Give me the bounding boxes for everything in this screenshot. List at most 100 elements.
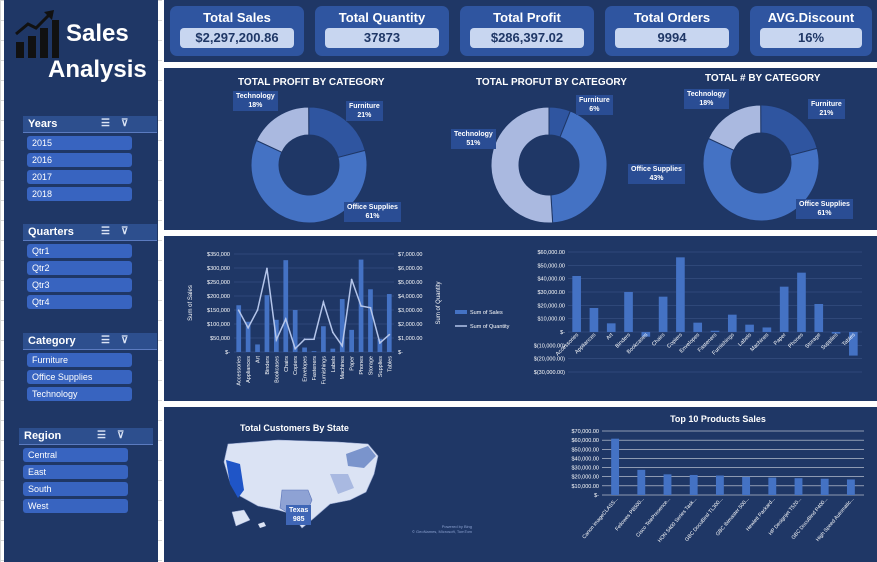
- x-tick-label: Art: [605, 332, 615, 342]
- clear-filter-icon[interactable]: ⊽: [121, 335, 129, 346]
- product-bar[interactable]: [663, 474, 672, 495]
- y-tick-label: $-: [225, 350, 230, 356]
- profit-bar[interactable]: [606, 323, 616, 332]
- slicer-item-2015[interactable]: 2015: [27, 136, 132, 150]
- slicer-item-furniture[interactable]: Furniture: [27, 353, 132, 367]
- profit-bar[interactable]: [762, 327, 772, 332]
- y-tick-label: $60,000.00: [571, 438, 599, 444]
- sales-bar[interactable]: [283, 260, 289, 352]
- sales-bar[interactable]: [386, 294, 392, 352]
- profit-bar[interactable]: [624, 292, 633, 332]
- quantity-line[interactable]: [238, 268, 390, 351]
- slicer-item-central[interactable]: Central: [23, 448, 128, 462]
- sales-bar[interactable]: [339, 299, 345, 352]
- product-bar[interactable]: [715, 475, 724, 495]
- slicer-item-qtr4[interactable]: Qtr4: [27, 295, 132, 309]
- y-tick-label: $20,000.00: [537, 303, 565, 309]
- us-states-map[interactable]: [218, 434, 394, 538]
- label-name: Technology: [454, 131, 493, 138]
- slicer-item-office-supplies[interactable]: Office Supplies: [27, 370, 132, 384]
- slicer-item-west[interactable]: West: [23, 499, 128, 513]
- quantity-point: [256, 309, 259, 311]
- profit-bar[interactable]: [710, 330, 720, 332]
- product-bar[interactable]: [611, 438, 620, 495]
- profit-bar[interactable]: [641, 332, 651, 337]
- profit-bar[interactable]: [658, 296, 668, 332]
- sales-bar[interactable]: [255, 344, 260, 352]
- label-name: Furniture: [349, 103, 380, 110]
- y-tick-label: $(10,000.00): [534, 343, 565, 349]
- slicer-item-technology[interactable]: Technology: [27, 387, 132, 401]
- x-tick-label: Binders: [265, 356, 271, 375]
- slicer-item-2017[interactable]: 2017: [27, 170, 132, 184]
- clear-filter-icon[interactable]: ⊽: [117, 430, 125, 441]
- northeast-shape: [346, 446, 376, 468]
- kpi-card-total-profit: Total Profit $286,397.02: [460, 6, 594, 56]
- kpi-card-total-sales: Total Sales $2,297,200.86: [170, 6, 304, 56]
- slicer-item-qtr1[interactable]: Qtr1: [27, 244, 132, 258]
- profit-bar[interactable]: [797, 272, 806, 332]
- sales-bar[interactable]: [349, 329, 354, 352]
- multi-select-icon[interactable]: ☰: [97, 430, 106, 441]
- clear-filter-icon[interactable]: ⊽: [121, 118, 129, 129]
- kpi-label: Total Quantity: [338, 10, 426, 25]
- product-bar[interactable]: [637, 469, 646, 495]
- sales-bar[interactable]: [311, 351, 317, 352]
- sales-bar[interactable]: [292, 310, 298, 352]
- sales-bar[interactable]: [377, 338, 383, 352]
- slicer-item-qtr2[interactable]: Qtr2: [27, 261, 132, 275]
- product-bar[interactable]: [689, 474, 698, 495]
- y2-tick-label: $5,000.00: [398, 280, 422, 286]
- slicer-item-east[interactable]: East: [23, 465, 128, 479]
- profit-bar[interactable]: [814, 304, 824, 332]
- multi-select-icon[interactable]: ☰: [101, 118, 110, 129]
- sales-bar[interactable]: [302, 347, 307, 352]
- multi-select-icon[interactable]: ☰: [101, 335, 110, 346]
- donut3-label-office-supplies: Office Supplies 61%: [796, 199, 853, 219]
- profit-bar[interactable]: [745, 324, 754, 332]
- profit-bar[interactable]: [849, 332, 858, 356]
- donut-slice-technology[interactable]: [490, 106, 554, 224]
- sales-bar[interactable]: [264, 295, 270, 352]
- profit-bar[interactable]: [676, 257, 685, 332]
- title-line-1: Sales: [66, 20, 129, 47]
- profit-bar[interactable]: [727, 314, 737, 332]
- donut-title-profit: TOTAL PROFIT BY CATEGORY: [238, 77, 385, 88]
- y-tick-label: $40,000.00: [537, 277, 565, 283]
- clear-filter-icon[interactable]: ⊽: [121, 226, 129, 237]
- sales-bar[interactable]: [236, 305, 242, 352]
- product-bar[interactable]: [846, 479, 855, 495]
- product-bar[interactable]: [820, 478, 829, 495]
- profit-bar[interactable]: [831, 332, 841, 334]
- x-tick-label: Supplies: [378, 356, 384, 377]
- product-bar[interactable]: [794, 478, 803, 495]
- x-tick-label: Fasteners: [312, 356, 318, 381]
- donut-slice-office-supplies[interactable]: [550, 110, 608, 224]
- kpi-value: 16%: [760, 28, 862, 48]
- quantity-point: [275, 338, 278, 341]
- multi-select-icon[interactable]: ☰: [101, 226, 110, 237]
- product-bar[interactable]: [742, 476, 751, 495]
- slicer-item-south[interactable]: South: [23, 482, 128, 496]
- quarters-slicer-title: Quarters: [28, 226, 74, 238]
- profit-bar[interactable]: [779, 286, 789, 332]
- slicer-item-2016[interactable]: 2016: [27, 153, 132, 167]
- sidebar: Sales Analysis Years ☰ ⊽ 2015 2016 2017 …: [4, 0, 158, 562]
- years-slicer: Years ☰ ⊽ 2015 2016 2017 2018: [23, 116, 157, 201]
- sales-bar[interactable]: [245, 321, 251, 352]
- sales-bar[interactable]: [321, 326, 326, 352]
- sales-bar[interactable]: [330, 348, 336, 352]
- slicer-item-2018[interactable]: 2018: [27, 187, 132, 201]
- sales-bar[interactable]: [368, 289, 373, 352]
- x-tick-label: Phones: [787, 332, 805, 350]
- y-tick-label: $60,000.00: [537, 250, 565, 256]
- slicer-item-qtr3[interactable]: Qtr3: [27, 278, 132, 292]
- profit-bar[interactable]: [589, 308, 599, 332]
- y2-tick-label: $6,000.00: [398, 266, 422, 272]
- map-callout-texas: Texas 985: [286, 505, 312, 525]
- product-bar[interactable]: [768, 477, 777, 495]
- profit-bar[interactable]: [572, 276, 581, 332]
- x-tick-label: Furnishings: [321, 356, 327, 385]
- donut3-label-technology: Technology 18%: [684, 89, 729, 109]
- profit-bar[interactable]: [693, 322, 703, 332]
